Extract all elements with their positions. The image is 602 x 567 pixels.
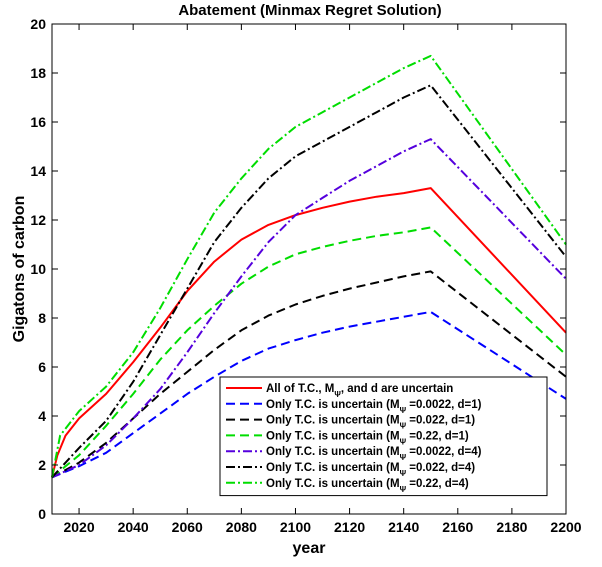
plot-lines bbox=[51, 54, 567, 479]
legend-entry-label: All of T.C., MΨ, and d are uncertain bbox=[266, 383, 453, 399]
x-tick-label: 2020 bbox=[63, 519, 94, 535]
x-tick-label: 2160 bbox=[442, 519, 473, 535]
series-line-3 bbox=[51, 270, 567, 479]
series-line-6 bbox=[51, 84, 567, 478]
y-tick-label: 6 bbox=[38, 359, 46, 375]
legend-entry-label: Only T.C. is uncertain (MΨ =0.0022, d=1) bbox=[266, 399, 482, 415]
y-tick-label: 18 bbox=[30, 65, 46, 81]
series-line-5 bbox=[51, 138, 567, 479]
x-axis-label: year bbox=[293, 540, 326, 557]
x-tick-label: 2120 bbox=[334, 519, 365, 535]
series-line-7 bbox=[51, 54, 567, 478]
series-line-1 bbox=[51, 187, 567, 478]
series-line-2 bbox=[51, 310, 567, 479]
x-axis-ticks: 2020 2040 2060 2080 2100 2120 2140 2160 2180 2200 bbox=[63, 24, 582, 535]
x-tick-label: 2200 bbox=[550, 519, 581, 535]
legend-entry-label: Only T.C. is uncertain (MΨ =0.22, d=1) bbox=[266, 430, 469, 446]
legend-box bbox=[219, 376, 548, 497]
y-axis-ticks: 0 2 4 6 8 10 12 14 16 18 20 bbox=[30, 16, 566, 522]
y-axis-label: Gigatons of carbon bbox=[11, 196, 28, 343]
y-tick-label: 16 bbox=[30, 114, 46, 130]
y-tick-label: 10 bbox=[30, 261, 46, 277]
y-tick-label: 14 bbox=[30, 163, 46, 179]
legend: All of T.C., MΨ, and d are uncertainOnly… bbox=[219, 376, 548, 497]
legend-entry-label: Only T.C. is uncertain (MΨ =0.22, d=4) bbox=[266, 478, 469, 494]
y-tick-label: 12 bbox=[30, 212, 46, 228]
x-tick-label: 2040 bbox=[118, 519, 149, 535]
y-tick-label: 8 bbox=[38, 310, 46, 326]
y-tick-label: 0 bbox=[38, 506, 46, 522]
x-tick-label: 2140 bbox=[388, 519, 419, 535]
x-tick-label: 2060 bbox=[172, 519, 203, 535]
chart-title: Abatement (Minmax Regret Solution) bbox=[178, 2, 441, 19]
x-tick-label: 2100 bbox=[280, 519, 311, 535]
y-tick-label: 2 bbox=[38, 457, 46, 473]
y-tick-label: 4 bbox=[38, 408, 46, 424]
legend-entry-label: Only T.C. is uncertain (MΨ =0.022, d=4) bbox=[266, 462, 475, 478]
series-line-4 bbox=[51, 226, 567, 479]
x-tick-label: 2180 bbox=[496, 519, 527, 535]
y-tick-label: 20 bbox=[30, 16, 46, 32]
x-tick-label: 2080 bbox=[226, 519, 257, 535]
legend-entry-label: Only T.C. is uncertain (MΨ =0.022, d=1) bbox=[266, 415, 475, 431]
legend-entry-label: Only T.C. is uncertain (MΨ =0.0022, d=4) bbox=[266, 446, 482, 462]
